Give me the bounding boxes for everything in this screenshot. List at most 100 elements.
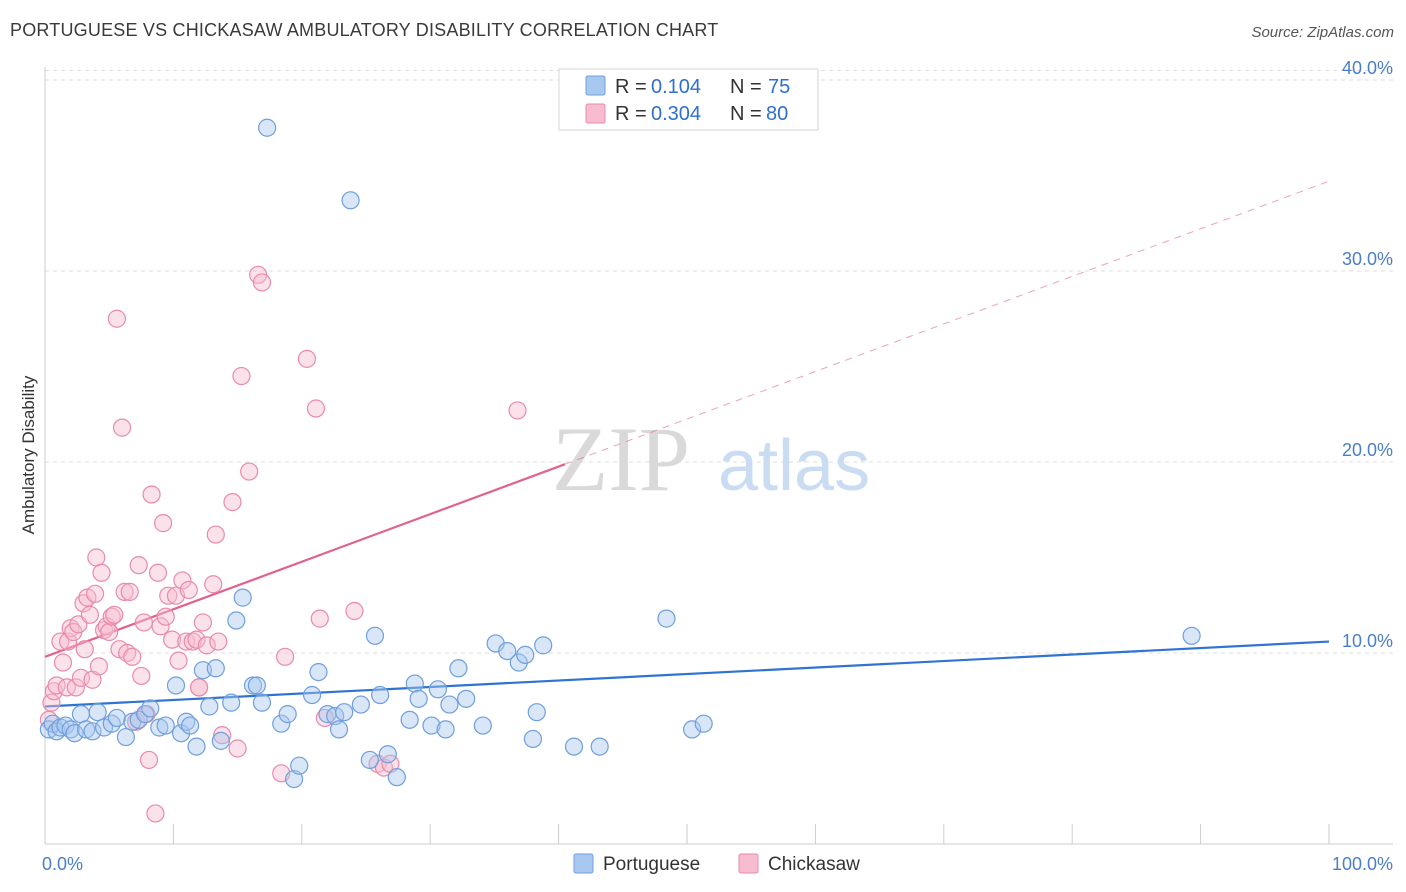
chickasaw-point-43 (151, 617, 170, 636)
portuguese-point-10 (88, 703, 107, 722)
chickasaw-point-67 (252, 273, 272, 292)
chickasaw-point-65 (240, 462, 259, 481)
chickasaw-point-35 (129, 556, 148, 575)
bottom-legend-portuguese: Portuguese (603, 854, 700, 875)
chickasaw-point-70 (297, 349, 317, 368)
portuguese-point-21 (166, 676, 186, 695)
portuguese-point-62 (457, 689, 476, 708)
chickasaw-point-14 (75, 640, 94, 659)
watermark-atlas: atlas (718, 426, 870, 506)
chickasaw-point-30 (115, 582, 134, 601)
chickasaw-point-21 (92, 563, 111, 582)
axes (44, 67, 1393, 845)
legend-swatch-chickasaw (585, 103, 606, 124)
source-label: Source: ZipAtlas.com (1251, 24, 1394, 41)
legend-n-value-1: 75 (768, 76, 790, 98)
portuguese-point-57 (422, 716, 441, 735)
bottom-legend-chickasaw: Chickasaw (768, 854, 860, 875)
trend-line-dashed-chickasaw (564, 180, 1330, 465)
portuguese-point-40 (290, 756, 309, 775)
chickasaw-point-59 (206, 525, 225, 544)
chickasaw-point-78 (508, 401, 527, 420)
chickasaw-point-27 (107, 309, 127, 328)
portuguese-point-76 (1182, 626, 1201, 645)
chickasaw-point-16 (80, 605, 100, 624)
portuguese-point-60 (440, 695, 459, 714)
portuguese-point-70 (534, 636, 553, 655)
chickasaw-point-40 (142, 485, 161, 504)
y-tick-labels: 10.0% 20.0% 30.0% 40.0% (1342, 58, 1393, 651)
portuguese-point-51 (371, 685, 390, 705)
portuguese-point-45 (329, 720, 349, 739)
portuguese-point-24 (180, 716, 200, 735)
portuguese-point-18 (141, 699, 160, 718)
chickasaw-point-69 (276, 647, 295, 666)
chickasaw-point-49 (169, 651, 188, 670)
portuguese-point-50 (365, 626, 385, 645)
chickasaw-point-57 (197, 636, 216, 655)
portuguese-point-47 (341, 191, 360, 210)
trend-line-portuguese (44, 640, 1330, 708)
chickasaw-point-33 (123, 647, 142, 666)
chickasaw-point-10 (66, 678, 85, 697)
portuguese-point-74 (683, 720, 702, 739)
chickasaw-point-72 (310, 609, 329, 628)
portuguese-point-42 (309, 662, 328, 682)
chickasaw-point-50 (173, 571, 192, 590)
portuguese-point-73 (657, 609, 676, 628)
bottom-legend-swatch-chickasaw (738, 853, 759, 874)
legend-r-value-1: 0.104 (651, 76, 701, 98)
chickasaw-point-32 (120, 582, 139, 601)
portuguese-point-41 (302, 685, 322, 705)
portuguese-point-9 (83, 722, 102, 741)
portuguese-point-31 (227, 611, 246, 630)
y-tick-label-2: 30.0% (1342, 249, 1393, 269)
chickasaw-point-1 (42, 693, 61, 712)
trend-lines (44, 180, 1330, 708)
chickasaw-point-64 (232, 366, 251, 386)
portuguese-point-55 (405, 674, 424, 693)
legend-r-value-2: 0.304 (651, 103, 701, 125)
y-tick-label-3: 40.0% (1342, 58, 1393, 78)
portuguese-point-54 (400, 710, 419, 729)
chickasaw-point-36 (132, 666, 151, 686)
portuguese-point-66 (509, 653, 528, 672)
legend-r-label-1: R = (615, 76, 647, 98)
chickasaw-point-61 (213, 726, 232, 745)
legend-n-label-1: N = (730, 76, 762, 98)
chickasaw-point-46 (159, 586, 178, 605)
portuguese-point-20 (156, 716, 175, 735)
chickasaw-points (39, 265, 527, 823)
chickasaw-point-26 (105, 605, 124, 624)
portuguese-point-33 (243, 676, 263, 695)
portuguese-points (39, 118, 1201, 789)
portuguese-point-19 (150, 718, 169, 737)
portuguese-point-6 (65, 724, 84, 743)
portuguese-point-71 (564, 737, 584, 756)
y-tick-label-0: 10.0% (1342, 631, 1393, 651)
grid-lines (45, 69, 1393, 654)
portuguese-point-37 (272, 714, 291, 733)
portuguese-point-35 (252, 693, 272, 712)
portuguese-point-52 (378, 745, 397, 764)
portuguese-point-12 (102, 714, 121, 733)
portuguese-point-39 (284, 769, 304, 789)
chickasaw-point-58 (204, 575, 223, 594)
x-tick-min: 0.0% (42, 854, 83, 874)
portuguese-point-53 (387, 768, 406, 787)
chickasaw-point-18 (85, 584, 105, 603)
chickasaw-point-39 (139, 750, 159, 770)
chickasaw-point-12 (71, 668, 91, 687)
chickasaw-point-45 (156, 607, 175, 626)
portuguese-point-46 (335, 703, 354, 722)
chickasaw-point-47 (163, 630, 182, 649)
legend-r-label-2: R = (615, 103, 647, 125)
chickasaw-point-54 (187, 630, 206, 649)
chickasaw-point-56 (193, 613, 213, 632)
portuguese-point-58 (428, 680, 448, 699)
chickasaw-point-4 (51, 632, 70, 651)
portuguese-point-49 (360, 750, 379, 770)
portuguese-point-38 (278, 705, 297, 724)
chickasaw-point-24 (100, 622, 119, 642)
